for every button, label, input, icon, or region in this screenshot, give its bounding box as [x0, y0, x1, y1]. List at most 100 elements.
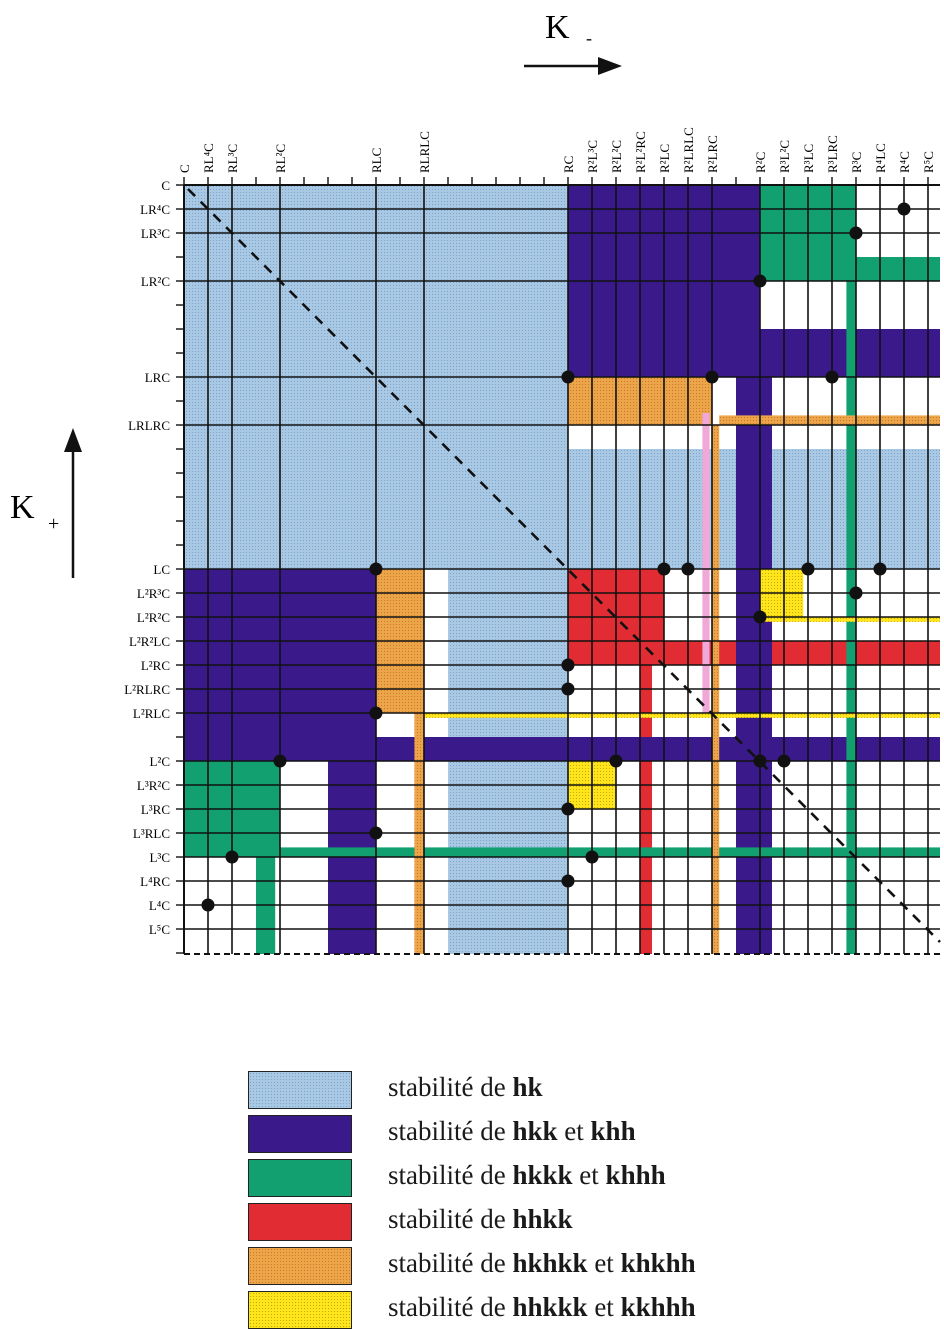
column-label: R²L²C: [609, 140, 624, 173]
bifurcation-point: [369, 562, 383, 576]
region-hkkk-band-low: [280, 847, 940, 857]
column-label: R³LC: [801, 144, 816, 173]
row-label: L⁴C: [149, 898, 170, 913]
legend-label: stabilité de hk: [388, 1072, 543, 1102]
bifurcation-point: [849, 226, 863, 240]
legend-label: stabilité de hhkkk et kkhhh: [388, 1292, 696, 1322]
legend-label: stabilité de hkk et khh: [388, 1116, 636, 1146]
bifurcation-point: [561, 874, 575, 888]
column-label: R²L³C: [585, 140, 600, 173]
bifurcation-point: [609, 754, 623, 768]
k-plus-subscript: +: [48, 513, 59, 535]
legend-item-hhkk: stabilité de hhkk: [248, 1200, 868, 1244]
bifurcation-point: [561, 802, 575, 816]
column-label: RL⁴C: [201, 143, 216, 173]
column-label: R²LRC: [705, 135, 720, 173]
bifurcation-point: [753, 610, 767, 624]
bifurcation-point: [273, 754, 287, 768]
row-label: L³RC: [141, 802, 170, 817]
region-hhkkk-line: [424, 713, 940, 718]
bifurcation-point: [561, 658, 575, 672]
column-label: R⁴C: [897, 151, 912, 173]
column-label: R²L²RC: [633, 131, 648, 173]
row-label: L⁵C: [149, 922, 170, 937]
bifurcation-point: [369, 826, 383, 840]
row-label: LRLRC: [128, 418, 170, 433]
column-label: RLRLC: [417, 131, 432, 173]
bifurcation-point: [753, 274, 767, 288]
row-label: L²R³C: [137, 586, 170, 601]
k-minus-label: K: [545, 9, 570, 46]
legend-item-hkkk: stabilité de hkkk et khhh: [248, 1156, 868, 1200]
row-label: L²RLRC: [124, 682, 170, 697]
legend-swatch: [248, 1291, 352, 1329]
row-label: L³RLC: [133, 826, 170, 841]
legend-item-hkk: stabilité de hkk et khh: [248, 1112, 868, 1156]
legend-swatch: [248, 1247, 352, 1285]
k-plus-label: K: [10, 489, 35, 526]
row-label: L²RLC: [133, 706, 170, 721]
region-hhkk-band: [664, 641, 940, 665]
legend: stabilité de hk stabilité de hkk et khh st…: [248, 1068, 868, 1332]
column-label: R⁴LC: [873, 143, 888, 173]
row-label: L²C: [149, 754, 170, 769]
row-label: LR²C: [141, 274, 170, 289]
bifurcation-point: [849, 586, 863, 600]
column-label: R²LC: [657, 144, 672, 173]
k-minus-axis: K -: [524, 9, 622, 75]
bifurcation-point: [897, 202, 911, 216]
row-label: L²R²LC: [129, 634, 170, 649]
legend-swatch: [248, 1071, 352, 1109]
column-label: R²LRLC: [681, 127, 696, 173]
column-labels: C RL⁴C RL³C RL²C RLC RLRLC RC R²L³C R²L²C R²L²RC R…: [177, 127, 936, 173]
legend-item-hkhkk: stabilité de hkhkk et khkhh: [248, 1244, 868, 1288]
column-label: RLC: [369, 148, 384, 173]
bifurcation-point: [561, 370, 575, 384]
row-label: L⁴RC: [140, 874, 170, 889]
bifurcation-point: [657, 562, 671, 576]
legend-item-hk: stabilité de hk: [248, 1068, 868, 1112]
bifurcation-point: [825, 370, 839, 384]
bifurcation-points: [201, 202, 911, 912]
bifurcation-point: [585, 850, 599, 864]
legend-label: stabilité de hhkk: [388, 1204, 573, 1234]
region-hkhkk-line: [719, 415, 940, 425]
k-plus-axis: K +: [10, 428, 82, 578]
bifurcation-point: [561, 682, 575, 696]
legend-label: stabilité de hkhkk et khkhh: [388, 1248, 696, 1278]
bifurcation-point: [225, 850, 239, 864]
bifurcation-diagram: C RL⁴C RL³C RL²C RLC RLRLC RC R²L³C R²L²C R²L²RC R…: [10, 9, 941, 955]
bifurcation-point: [369, 706, 383, 720]
column-label: RL²C: [273, 144, 288, 173]
k-minus-subscript: -: [586, 28, 592, 48]
column-label: C: [177, 164, 192, 173]
row-label: L³C: [149, 850, 170, 865]
region-hkk-band-mid: [184, 737, 940, 761]
row-label: L²RC: [141, 658, 170, 673]
region-hhkkk-line-2: [760, 617, 940, 622]
legend-label: stabilité de hkkk et khhh: [388, 1160, 666, 1190]
k-plus-arrow-head: [64, 428, 82, 452]
bifurcation-point: [201, 898, 215, 912]
bifurcation-point: [873, 562, 887, 576]
bifurcation-point: [681, 562, 695, 576]
row-label: L²R²C: [137, 610, 170, 625]
bifurcation-point: [801, 562, 815, 576]
legend-swatch: [248, 1115, 352, 1153]
legend-item-hhkkk: stabilité de hhkkk et kkhhh: [248, 1288, 868, 1332]
row-label: LR³C: [141, 226, 170, 241]
column-label: R²C: [753, 152, 768, 173]
legend-swatch: [248, 1203, 352, 1241]
column-label: R³C: [849, 152, 864, 173]
k-minus-arrow-head: [598, 57, 622, 75]
bifurcation-point: [753, 754, 767, 768]
column-label: RC: [561, 156, 576, 173]
row-labels: C LR⁴C LR³C LR²C LRC LRLRC LC L²R³C L²R²C L²R²LC L…: [124, 178, 170, 937]
legend-swatch: [248, 1159, 352, 1197]
row-label: LC: [153, 562, 170, 577]
column-label: R³LRC: [825, 135, 840, 173]
bifurcation-point: [705, 370, 719, 384]
matrix-axes: [176, 177, 940, 955]
column-label: RL³C: [225, 144, 240, 173]
column-label: R⁵C: [921, 151, 936, 173]
